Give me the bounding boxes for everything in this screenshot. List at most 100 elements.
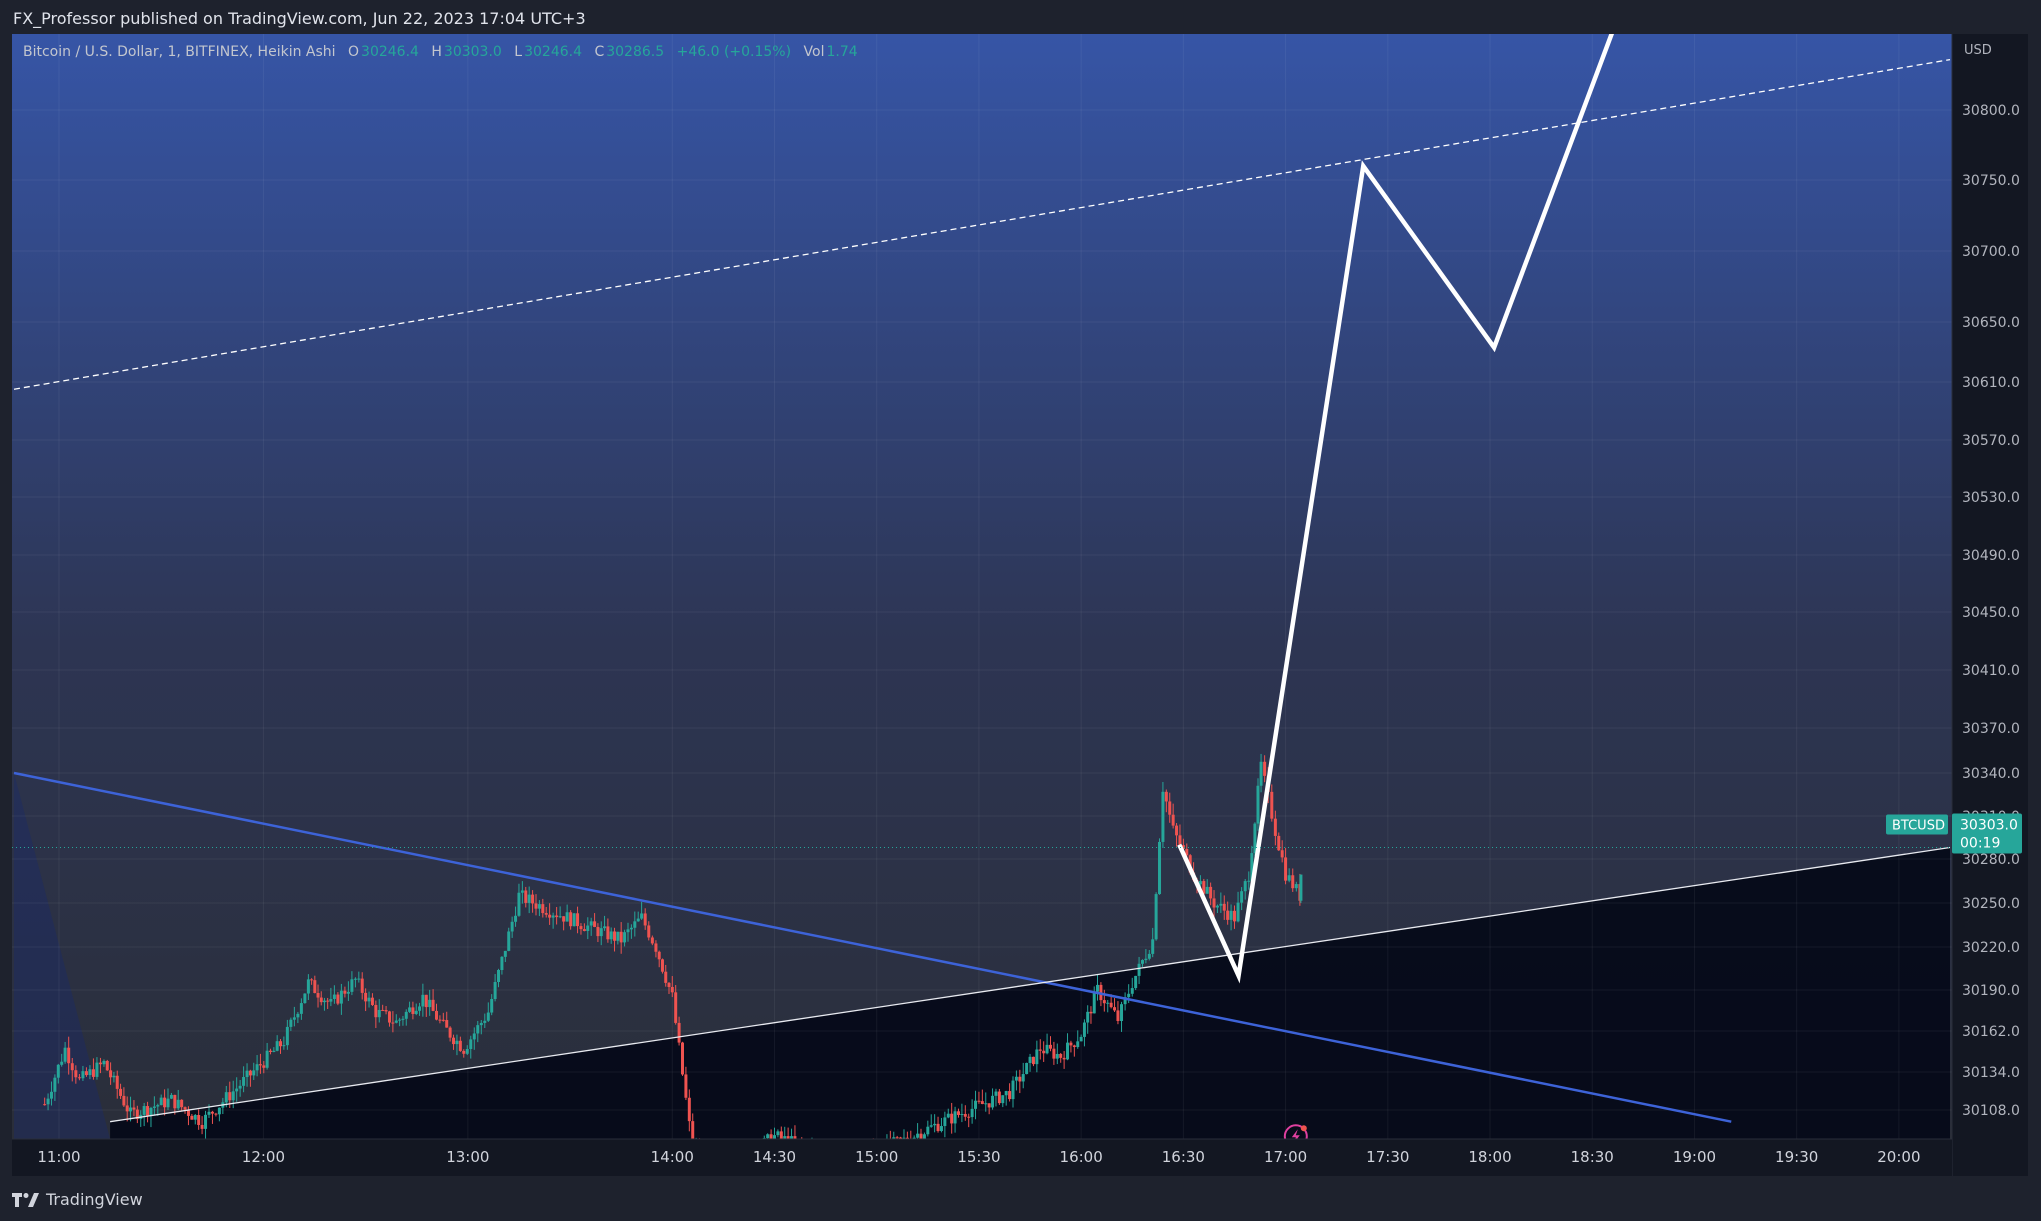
- candle-body: [766, 1134, 770, 1139]
- candle-body: [1147, 953, 1151, 959]
- candle-body: [1219, 903, 1223, 906]
- candle-body: [1212, 898, 1216, 908]
- candle-body: [1031, 1056, 1035, 1065]
- candle-body: [1082, 1022, 1086, 1037]
- candle-body: [193, 1115, 197, 1120]
- symbol-label[interactable]: Bitcoin / U.S. Dollar, 1, BITFINEX, Heik…: [23, 44, 336, 60]
- candle-body: [339, 990, 343, 1004]
- candle-body: [1256, 785, 1260, 824]
- candle-body: [895, 1137, 899, 1139]
- candle-body: [572, 913, 576, 927]
- currency-label: USD: [1964, 43, 1992, 58]
- candle-body: [994, 1091, 998, 1096]
- footer-bar: [0, 1178, 2041, 1221]
- candle-body: [548, 914, 552, 918]
- price-tick-label: 30370.0: [1962, 721, 2020, 737]
- candle-body: [916, 1133, 920, 1138]
- candle-body: [527, 894, 531, 903]
- candle-body: [953, 1111, 957, 1124]
- time-tick-label: 18:00: [1468, 1148, 1511, 1166]
- candle-body: [353, 978, 357, 980]
- price-chart[interactable]: USD 30800.0 30750.0 30700.0 30650.0 30610.0 30…: [12, 34, 2028, 1176]
- candle-body: [394, 1020, 398, 1023]
- candle-body: [650, 937, 654, 944]
- candle-body: [1226, 910, 1230, 920]
- candle-body: [569, 912, 573, 927]
- candle-body: [228, 1092, 232, 1101]
- candle-body: [1294, 884, 1298, 889]
- open-label: O: [348, 44, 360, 60]
- candle-body: [1089, 1011, 1093, 1014]
- candle-body: [166, 1098, 170, 1108]
- channel-top-dashed-line: [13, 58, 1951, 390]
- candle-body: [922, 1134, 926, 1140]
- candle-body: [946, 1113, 950, 1118]
- candle-body: [1229, 910, 1233, 920]
- tradingview-logo[interactable]: TradingView: [12, 1190, 143, 1209]
- candle-body: [991, 1095, 995, 1108]
- candle-body: [524, 890, 528, 903]
- candle-body: [125, 1105, 129, 1112]
- candle-body: [255, 1064, 259, 1071]
- candle-body: [122, 1095, 126, 1106]
- candle-body: [70, 1063, 74, 1071]
- candle-body: [517, 892, 521, 916]
- candle-body: [350, 979, 354, 992]
- candle-body: [469, 1039, 473, 1050]
- publish-bar: FX_Professor published on TradingView.co…: [0, 0, 2041, 34]
- candle-body: [329, 998, 333, 1002]
- candle-body: [1048, 1044, 1052, 1049]
- candle-body: [262, 1065, 266, 1068]
- candle-body: [586, 925, 590, 931]
- candle-body: [132, 1107, 136, 1110]
- candle-body: [681, 1042, 685, 1075]
- time-tick-label: 17:00: [1264, 1148, 1307, 1166]
- candle-body: [53, 1077, 57, 1092]
- support-trendline: [109, 846, 1951, 1123]
- candle-body: [558, 916, 562, 918]
- candle-body: [1236, 902, 1240, 922]
- price-tick-label: 30108.0: [1962, 1103, 2020, 1119]
- candle-body: [1052, 1048, 1056, 1059]
- candle-body: [977, 1100, 981, 1102]
- candle-body: [1123, 997, 1127, 1005]
- candle-body: [1154, 894, 1158, 940]
- candle-body: [1209, 886, 1213, 899]
- candle-body: [159, 1097, 163, 1106]
- candle-body: [296, 1013, 300, 1018]
- candle-body: [919, 1133, 923, 1140]
- candle-body: [346, 991, 350, 994]
- candle-body: [303, 993, 307, 1004]
- candle-body: [1042, 1050, 1046, 1054]
- candle-body: [282, 1045, 286, 1047]
- candle-body: [299, 1003, 303, 1014]
- candle-body: [135, 1109, 139, 1119]
- volume-value: 1.74: [826, 44, 858, 60]
- candle-body: [207, 1111, 211, 1115]
- candle-body: [1299, 874, 1303, 901]
- candle-body: [555, 915, 559, 918]
- chart-area[interactable]: USD 30800.0 30750.0 30700.0 30650.0 30610.0 30…: [12, 34, 2028, 1176]
- candle-body: [654, 943, 658, 952]
- time-tick-label: 19:30: [1775, 1148, 1818, 1166]
- low-value: 30246.4: [524, 44, 582, 60]
- price-tick-label: 30450.0: [1962, 605, 2020, 621]
- time-tick-label: 18:30: [1571, 1148, 1614, 1166]
- candle-body: [458, 1040, 462, 1051]
- candle-body: [268, 1050, 272, 1052]
- candle-body: [1096, 984, 1100, 992]
- candle-body: [997, 1091, 1001, 1104]
- candle-body: [1134, 975, 1138, 989]
- candle-body: [1008, 1091, 1012, 1100]
- candle-body: [667, 982, 671, 987]
- price-tick-label: 30490.0: [1962, 548, 2020, 564]
- candle-body: [1287, 875, 1291, 881]
- candle-body: [146, 1106, 150, 1116]
- candle-body: [1185, 848, 1189, 856]
- candle-body: [534, 903, 538, 909]
- candle-body: [384, 1010, 388, 1012]
- candle-body: [1055, 1053, 1059, 1059]
- candle-body: [176, 1099, 180, 1109]
- candle-body: [1102, 1000, 1106, 1004]
- shaded-region-below-support: [110, 847, 1951, 1139]
